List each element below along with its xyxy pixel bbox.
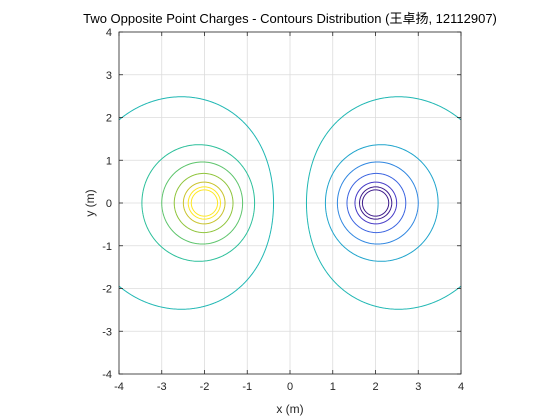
contour-level	[361, 189, 390, 217]
contour-level	[346, 172, 407, 234]
x-axis-label: x (m)	[276, 402, 303, 416]
y-axis-label: y (m)	[83, 189, 97, 216]
x-tick-label: 0	[287, 381, 293, 393]
contour-level	[324, 144, 439, 262]
contour-level	[190, 189, 219, 217]
contour-level	[336, 161, 419, 245]
y-tick-label: -4	[102, 369, 112, 381]
contour-level	[118, 96, 275, 310]
x-axis-ticks: -4 -3 -2 -1 0 1 2 3 4	[114, 32, 464, 393]
contour-level	[359, 186, 393, 220]
x-tick-label: -3	[157, 381, 167, 393]
x-tick-label: 3	[415, 381, 421, 393]
y-tick-label: -2	[102, 284, 112, 296]
y-tick-label: 0	[106, 198, 112, 210]
contour-level	[187, 186, 221, 220]
contour-level	[182, 181, 226, 225]
x-tick-label: -2	[200, 381, 210, 393]
x-tick-label: 2	[372, 381, 378, 393]
y-tick-label: -1	[102, 241, 112, 253]
contour-level	[354, 181, 398, 225]
chart-title: Two Opposite Point Charges - Contours Di…	[83, 11, 497, 26]
contour-level	[141, 144, 256, 262]
contour-lines	[118, 96, 462, 310]
contour-level	[161, 161, 244, 245]
contour-level	[305, 96, 462, 310]
y-tick-label: 1	[106, 155, 112, 167]
x-tick-label: 4	[458, 381, 464, 393]
x-tick-label: -1	[242, 381, 252, 393]
y-tick-label: 4	[106, 27, 112, 39]
x-tick-label: 1	[330, 381, 336, 393]
x-tick-label: -4	[114, 381, 124, 393]
contour-level	[173, 172, 234, 234]
y-tick-label: 3	[106, 70, 112, 82]
y-tick-label: -3	[102, 326, 112, 338]
y-axis-ticks: -4 -3 -2 -1 0 1 2 3 4	[102, 27, 461, 381]
y-tick-label: 2	[106, 113, 112, 125]
